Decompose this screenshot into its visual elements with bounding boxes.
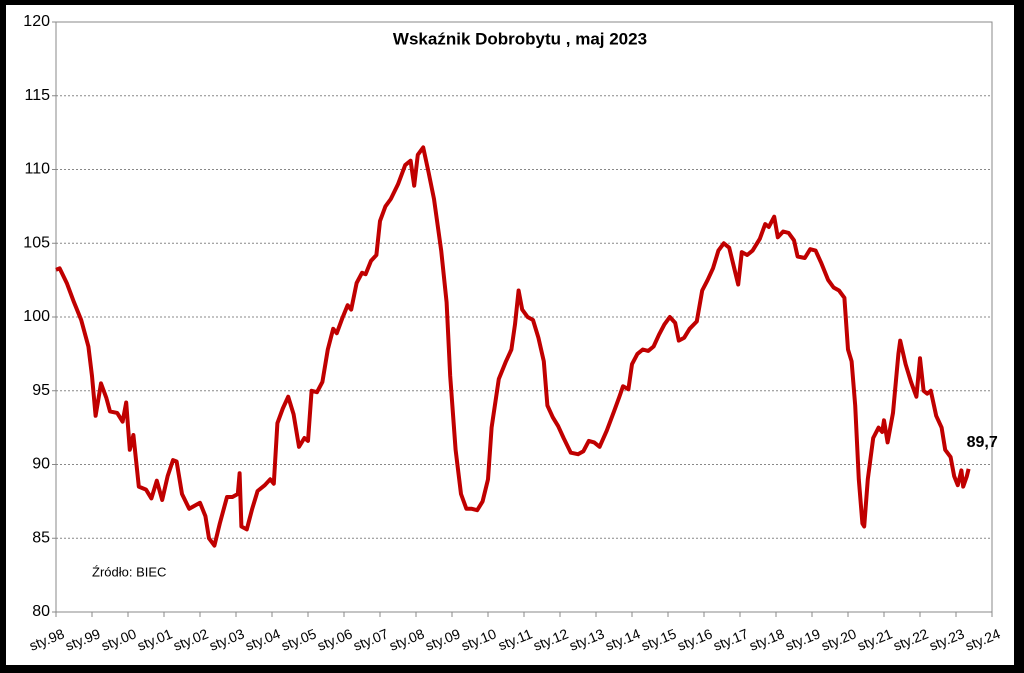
y-tick-label: 120	[23, 13, 50, 30]
y-tick-label: 90	[32, 456, 50, 473]
y-tick-label: 100	[23, 308, 50, 325]
y-tick-label: 85	[32, 529, 50, 546]
y-tick-label: 110	[24, 161, 50, 178]
source-note: Źródło: BIEC	[92, 564, 166, 579]
y-tick-label: 115	[24, 87, 50, 104]
y-tick-label: 105	[23, 234, 50, 251]
data-line	[55, 145, 971, 548]
y-tick-label: 95	[32, 382, 50, 399]
value-label: 89,7	[967, 434, 998, 451]
y-tick-label: 80	[32, 603, 50, 620]
chart-title: Wskaźnik Dobrobytu , maj 2023	[393, 29, 647, 48]
